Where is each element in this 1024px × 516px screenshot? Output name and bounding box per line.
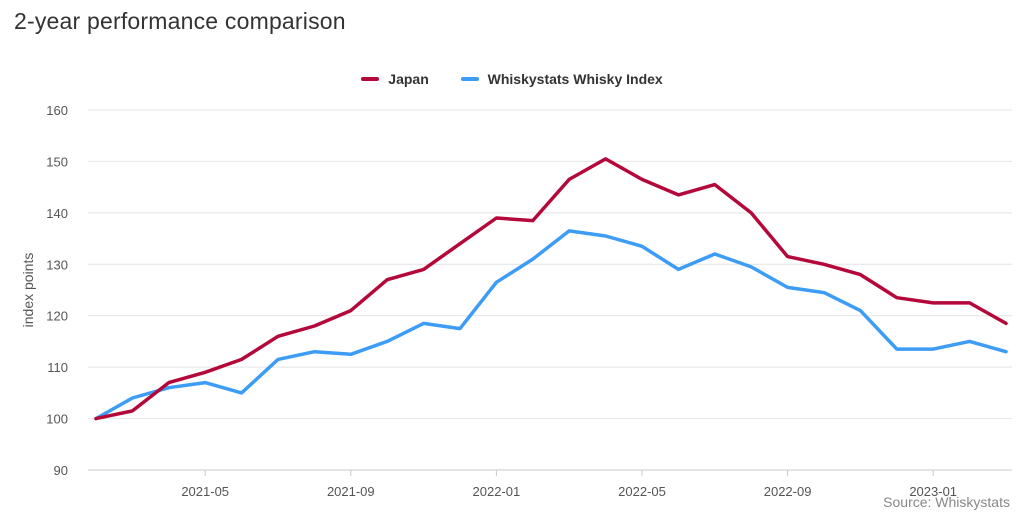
legend-label-japan: Japan: [388, 71, 429, 87]
x-tick-label-2021-09: 2021-09: [327, 484, 375, 499]
legend-label-whisky-index: Whiskystats Whisky Index: [487, 71, 663, 87]
x-tick-label-2022-09: 2022-09: [764, 484, 812, 499]
x-tick-label-2023-01: 2023-01: [909, 484, 957, 499]
gridlines: [88, 109, 1012, 471]
y-axis-ticks: 90 100 110 120 130 140 150 160: [46, 103, 68, 478]
y-tick-label-160: 160: [46, 103, 68, 118]
y-tick-label-130: 130: [46, 257, 68, 272]
chart-title: 2-year performance comparison: [14, 8, 346, 34]
y-tick-label-150: 150: [46, 154, 68, 169]
series-line-japan[interactable]: [94, 157, 1008, 421]
legend-item-whisky-index[interactable]: Whiskystats Whisky Index: [460, 71, 663, 87]
x-tick-label-2022-05: 2022-05: [618, 484, 666, 499]
series-line-whisky-index[interactable]: [94, 229, 1008, 421]
y-axis-title: index points: [20, 253, 36, 328]
y-tick-label-90: 90: [54, 463, 68, 478]
y-tick-label-120: 120: [46, 309, 68, 324]
x-tick-label-2021-05: 2021-05: [181, 484, 229, 499]
legend-item-japan[interactable]: Japan: [361, 71, 429, 87]
legend: Japan Whiskystats Whisky Index: [0, 68, 1024, 87]
source-credit: Source: Whiskystats: [883, 494, 1010, 510]
y-tick-label-110: 110: [47, 360, 68, 375]
legend-swatch-japan: [361, 77, 380, 81]
y-tick-label-140: 140: [46, 206, 68, 221]
series-lines: [94, 157, 1008, 421]
x-axis-ticks: 2021-05 2021-09 2022-01 2022-05 2022-09 2023-…: [181, 470, 957, 499]
x-tick-label-2022-01: 2022-01: [473, 484, 521, 499]
legend-swatch-whisky-index: [460, 77, 479, 81]
y-tick-label-100: 100: [46, 412, 68, 427]
